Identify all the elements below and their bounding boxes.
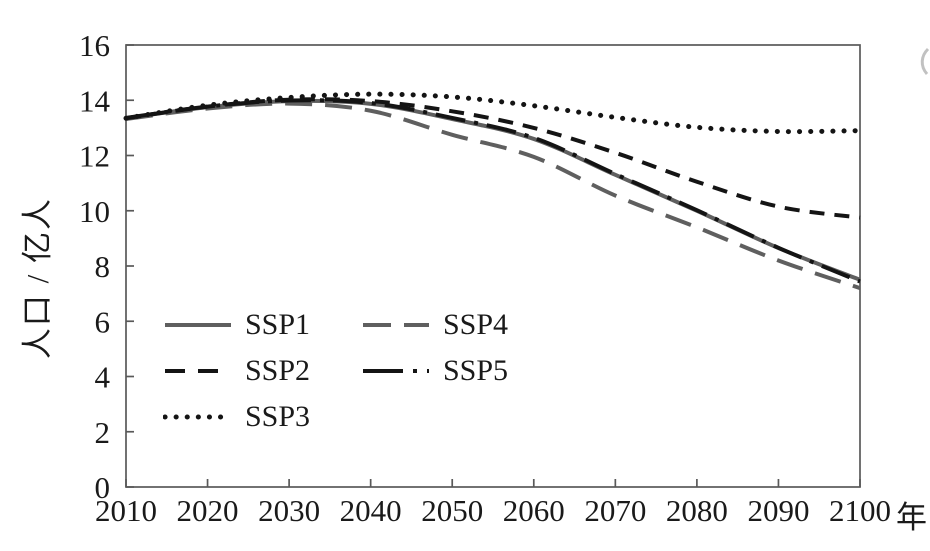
- legend: SSP1 SSP2 SSP3 SSP4 SSP5: [163, 302, 508, 440]
- legend-label-ssp2: SSP2: [245, 354, 311, 387]
- y-tick-label: 16: [79, 28, 110, 63]
- y-tick-label: 6: [95, 304, 111, 339]
- legend-line-ssp2: [165, 369, 231, 373]
- y-tick-label: 8: [95, 249, 111, 284]
- x-tick-label: 2080: [666, 493, 728, 528]
- x-tick-label: 2100: [829, 493, 891, 528]
- series-line-ssp2: [125, 97, 861, 220]
- x-tick-label: 2020: [177, 493, 239, 528]
- y-axis-title: 人口 / 亿人: [20, 196, 55, 360]
- legend-line-ssp5: [363, 369, 429, 373]
- legend-label-ssp4: SSP4: [443, 308, 509, 341]
- y-tick-label: 4: [95, 360, 111, 395]
- y-tick-label: 14: [79, 83, 111, 118]
- x-axis-unit-label: 年: [896, 500, 927, 535]
- legend-line-ssp4: [363, 323, 429, 327]
- legend-item-ssp4: SSP4: [361, 302, 508, 348]
- x-tick-label: 2090: [747, 493, 809, 528]
- series-line-ssp5: [125, 98, 861, 284]
- edge-artifact: [920, 47, 930, 75]
- y-tick-label: 2: [95, 415, 111, 450]
- legend-column-1: SSP1 SSP2 SSP3: [163, 302, 361, 440]
- legend-label-ssp5: SSP5: [443, 354, 509, 387]
- x-tick-label: 2010: [95, 493, 157, 528]
- legend-label-ssp3: SSP3: [245, 400, 311, 433]
- legend-line-ssp1: [165, 323, 231, 327]
- y-tick-label: 0: [95, 470, 111, 505]
- x-tick-label: 2060: [503, 493, 565, 528]
- x-tick-label: 2050: [421, 493, 483, 528]
- x-tick-label: 2070: [584, 493, 646, 528]
- y-tick-label: 12: [79, 139, 110, 174]
- y-tick-label: 10: [79, 194, 110, 229]
- legend-column-2: SSP4 SSP5: [361, 302, 508, 440]
- x-tick-label: 2030: [258, 493, 320, 528]
- legend-item-ssp3: SSP3: [163, 394, 361, 440]
- legend-line-ssp3: [163, 414, 233, 420]
- legend-item-ssp2: SSP2: [163, 348, 361, 394]
- series-line-ssp4: [125, 101, 861, 290]
- legend-item-ssp5: SSP5: [361, 348, 508, 394]
- x-tick-label: 2040: [340, 493, 402, 528]
- legend-label-ssp1: SSP1: [245, 308, 311, 341]
- legend-item-ssp1: SSP1: [163, 302, 361, 348]
